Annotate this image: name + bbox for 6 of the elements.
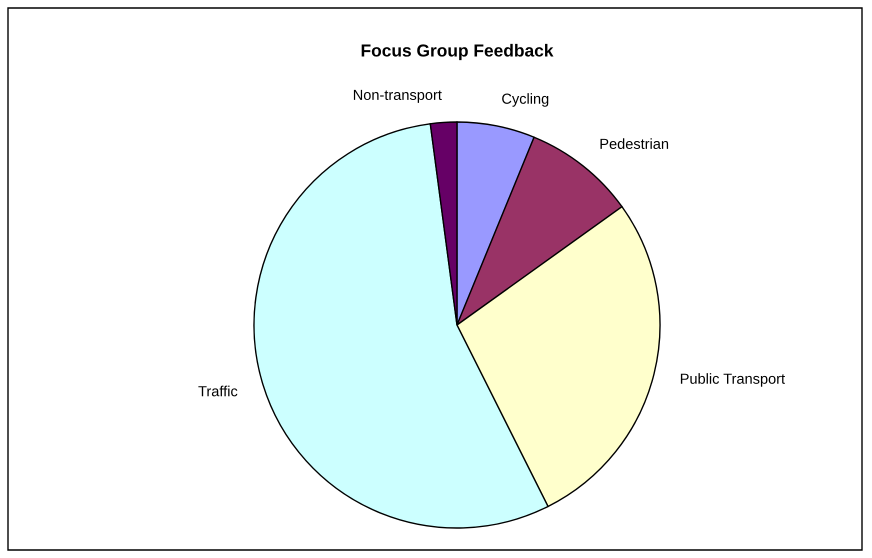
slice-label: Traffic	[198, 386, 238, 396]
chart-title: Focus Group Feedback	[362, 44, 554, 60]
slice-label: Non-transport	[354, 90, 442, 103]
slice-label: Pedestrian	[600, 138, 668, 149]
slice-label: Public Transport	[680, 373, 785, 387]
slice-label: Cycling	[502, 93, 548, 107]
